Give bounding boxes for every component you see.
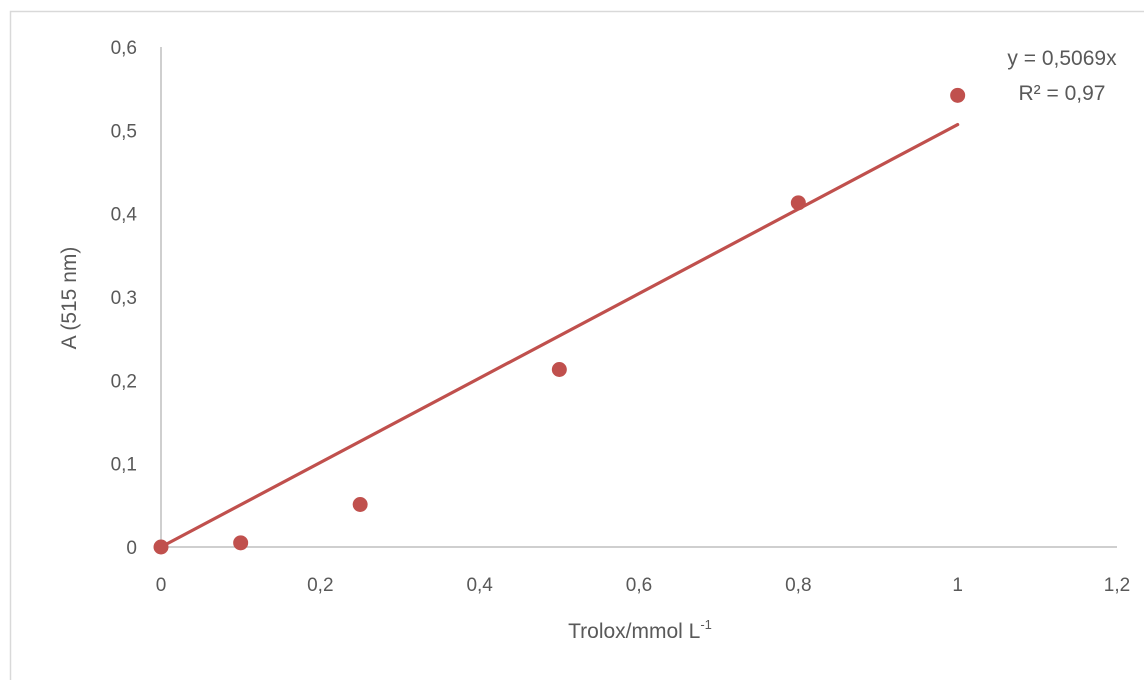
- x-tick-label: 0,6: [626, 575, 652, 596]
- y-tick-label: 0,6: [111, 38, 137, 59]
- y-tick-label: 0,5: [111, 121, 137, 142]
- y-tick-label: 0,4: [111, 205, 138, 226]
- x-tick-label: 0,4: [466, 575, 493, 596]
- x-tick-label: 0: [156, 575, 167, 596]
- y-axis-title: A (515 nm): [58, 247, 81, 350]
- data-point: [552, 362, 567, 377]
- x-tick-label: 1,2: [1104, 575, 1130, 596]
- y-tick-label: 0,3: [111, 288, 137, 309]
- x-axis-title: Trolox/mmol L-1: [568, 617, 712, 643]
- trendline-r-squared: R² = 0,97: [1019, 82, 1106, 105]
- trendline-equation: y = 0,5069x: [1007, 47, 1117, 70]
- data-point: [353, 497, 368, 512]
- x-axis-title-superscript: -1: [700, 617, 712, 632]
- chart-border: [11, 12, 1144, 681]
- y-tick-label: 0,2: [111, 371, 137, 392]
- x-tick-label: 0,8: [785, 575, 811, 596]
- data-point: [154, 540, 169, 555]
- y-tick-label: 0,1: [111, 455, 137, 476]
- data-point: [950, 88, 965, 103]
- x-axis-title-main: Trolox/mmol L: [568, 620, 700, 643]
- data-point: [233, 535, 248, 550]
- x-tick-label: 1: [952, 575, 963, 596]
- data-point: [791, 195, 806, 210]
- x-tick-label: 0,2: [307, 575, 333, 596]
- y-tick-label: 0: [126, 538, 137, 559]
